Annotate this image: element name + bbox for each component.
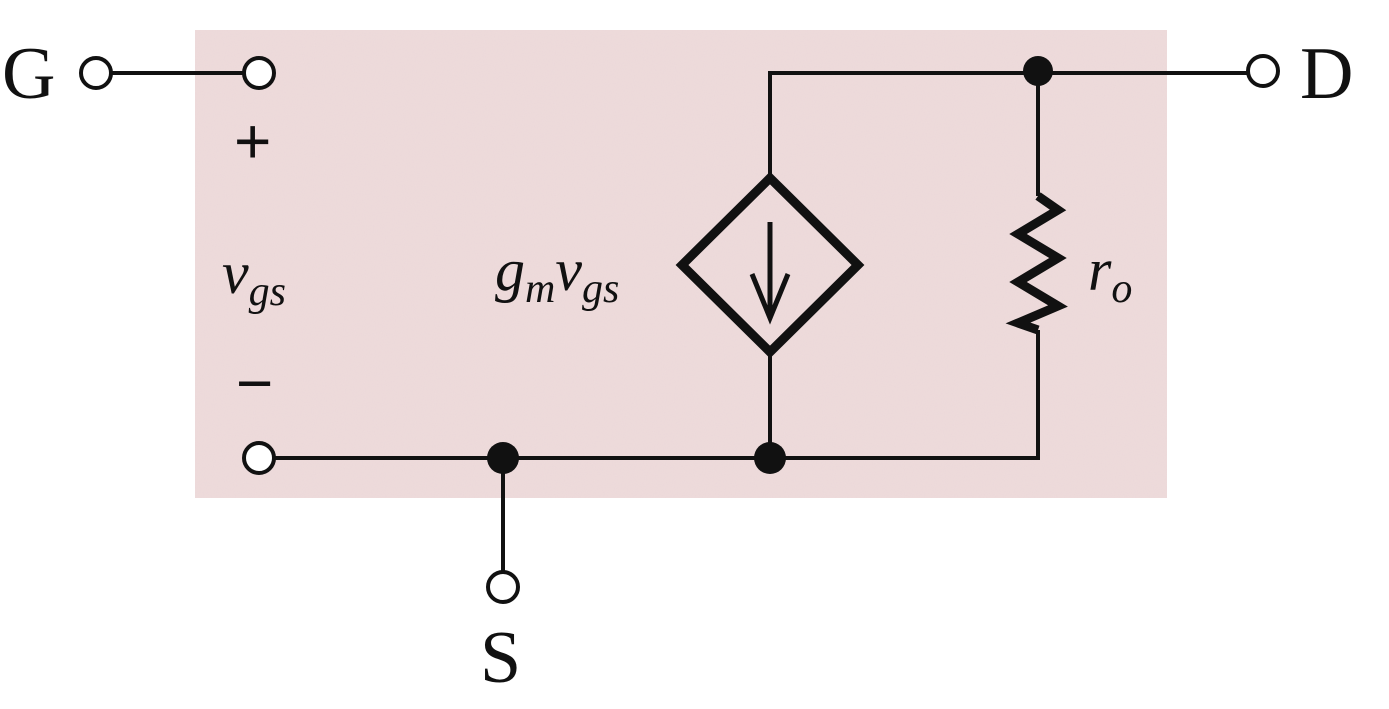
top-drain-wire bbox=[768, 71, 1247, 176]
drain-terminal bbox=[1246, 54, 1280, 88]
vgs-sub: gs bbox=[249, 269, 286, 315]
plus-sign: + bbox=[234, 105, 271, 177]
gate-port-terminal bbox=[242, 56, 276, 90]
vgs-main: v bbox=[222, 240, 249, 306]
gm-sub: m bbox=[525, 266, 555, 312]
gate-label: G bbox=[2, 33, 55, 115]
current-arrow-head-icon bbox=[749, 273, 791, 325]
drain-label: D bbox=[1300, 33, 1353, 115]
gm-v-main: v bbox=[555, 237, 582, 303]
source-terminal bbox=[486, 570, 520, 604]
gm-v-sub: gs bbox=[582, 266, 619, 312]
gm-vgs-label: gmvgs bbox=[495, 237, 619, 312]
gate-terminal bbox=[79, 56, 113, 90]
dependent-current-source bbox=[675, 171, 865, 359]
gm-main: g bbox=[495, 237, 525, 303]
ro-main: r bbox=[1088, 237, 1112, 303]
bottom-ground-wire bbox=[274, 330, 1040, 460]
ro-sub: o bbox=[1111, 266, 1132, 312]
ro-label: ro bbox=[1088, 237, 1132, 312]
source-label: S bbox=[480, 617, 521, 699]
minus-sign: − bbox=[236, 347, 273, 419]
resistor-zigzag bbox=[1005, 192, 1068, 335]
source-port-terminal bbox=[242, 441, 276, 475]
vgs-label: vgs bbox=[222, 240, 286, 315]
